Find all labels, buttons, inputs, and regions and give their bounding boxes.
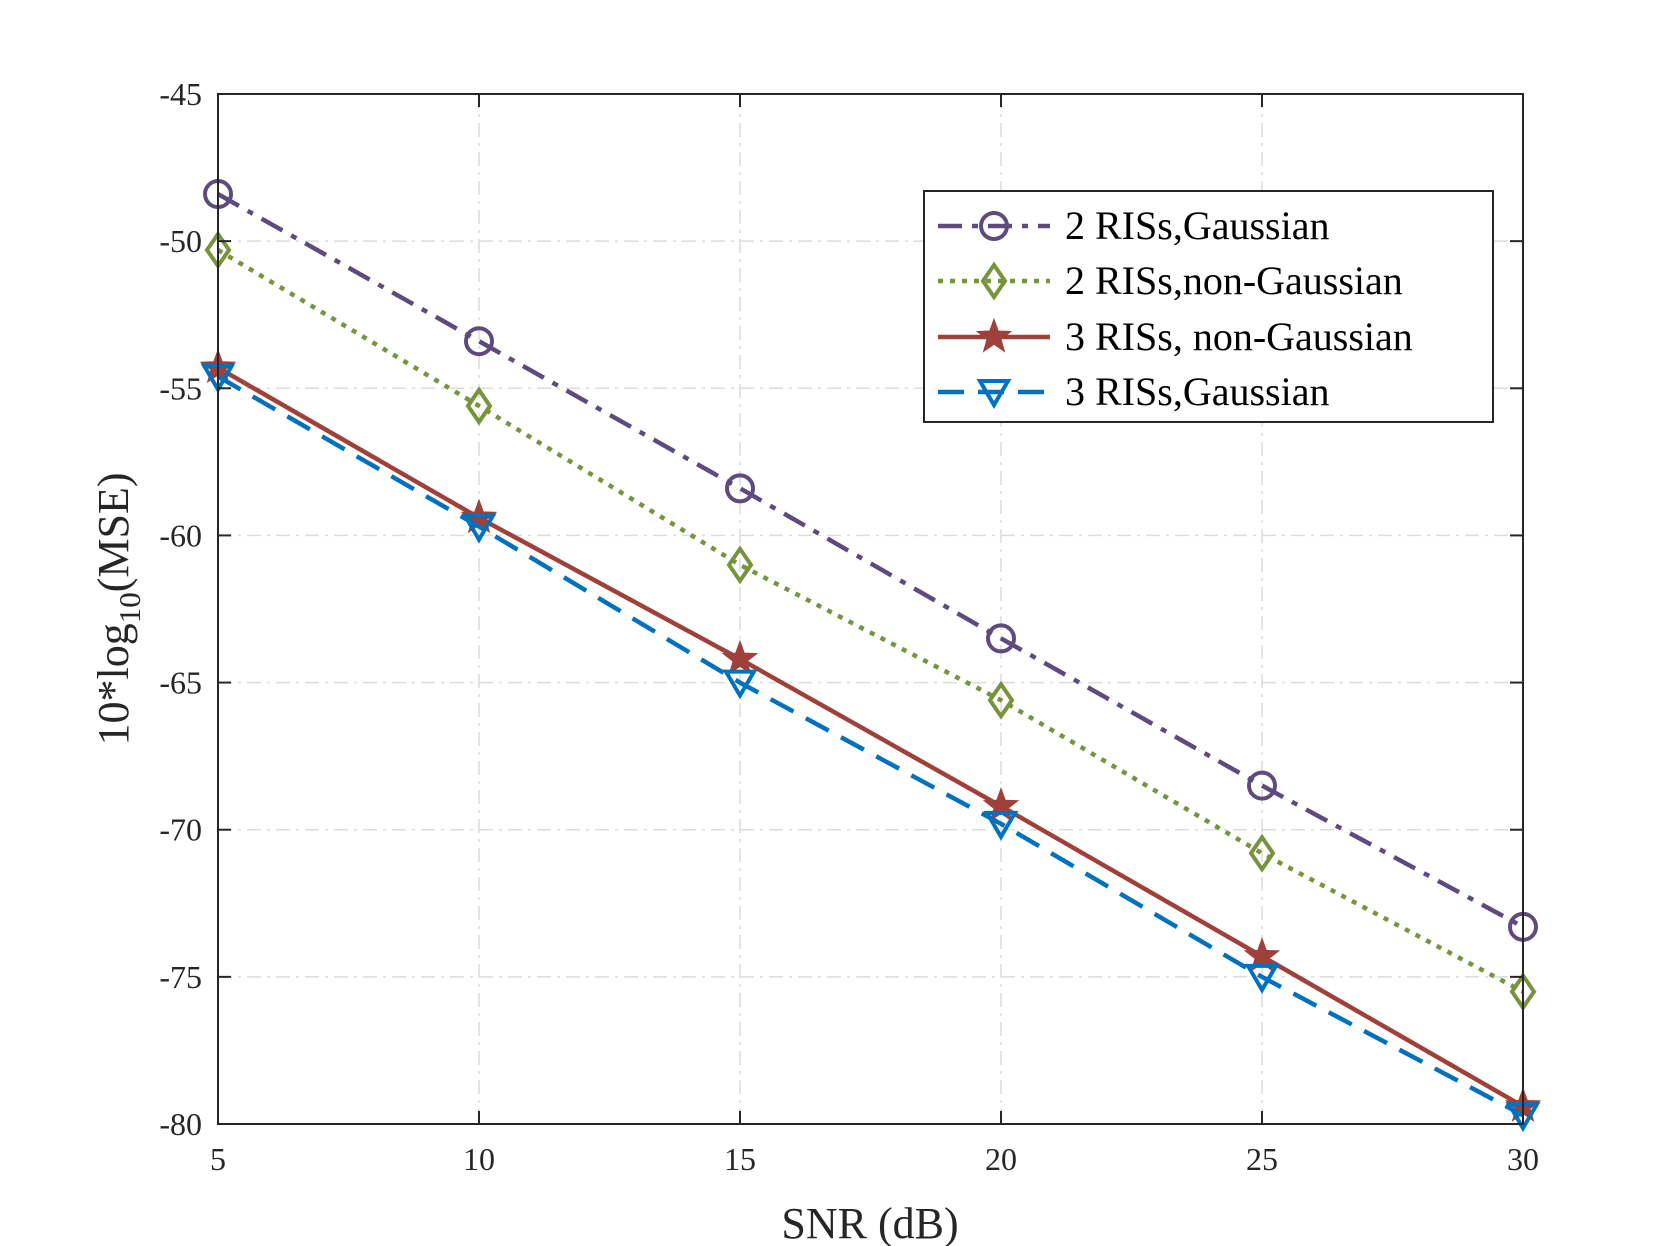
legend-entry-2: 2 RISs,non-Gaussian xyxy=(938,258,1403,303)
y-axis-label-prefix: 10*log xyxy=(89,623,138,745)
axis-ticks: 5 10 15 20 25 30 -45 -50 -55 -60 -65 -70 -75 -80 xyxy=(159,76,1539,1177)
data-point xyxy=(464,326,494,357)
y-tick-label: -55 xyxy=(159,370,202,406)
series-layer xyxy=(199,179,1542,1133)
y-tick-label: -60 xyxy=(159,517,202,553)
data-point xyxy=(722,669,758,700)
y-axis-label: 10*log10(MSE) xyxy=(89,472,147,745)
series-4 xyxy=(200,363,1541,1133)
legend-marker xyxy=(980,261,1008,301)
x-tick-label: 15 xyxy=(724,1141,756,1177)
data-point xyxy=(986,623,1016,654)
data-point xyxy=(461,513,497,544)
y-axis-label-suffix: (MSE) xyxy=(89,472,138,592)
y-axis-label-subscript: 10 xyxy=(112,592,147,623)
data-point xyxy=(987,680,1015,720)
legend-entry-3: 3 RISs, non-Gaussian xyxy=(938,314,1413,359)
y-tick-label: -75 xyxy=(159,959,202,995)
legend-entry-4: 3 RISs,Gaussian xyxy=(938,369,1329,414)
x-tick-label: 25 xyxy=(1246,1141,1278,1177)
data-point xyxy=(1247,770,1277,801)
data-point xyxy=(1248,833,1276,873)
data-point xyxy=(1243,937,1281,972)
legend-marker xyxy=(975,317,1013,353)
data-point xyxy=(721,639,759,675)
x-tick-label: 30 xyxy=(1507,1141,1539,1177)
legend: 2 RISs,Gaussian 2 RISs,non-Gaussian 3 RISs… xyxy=(923,190,1494,423)
y-tick-label: -45 xyxy=(159,76,202,112)
series-line xyxy=(216,374,1525,1118)
data-point xyxy=(725,473,755,504)
legend-marker xyxy=(976,379,1012,409)
x-tick-label: 20 xyxy=(985,1141,1017,1177)
plot-frame xyxy=(217,93,1524,1125)
legend-label: 2 RISs,Gaussian xyxy=(1065,203,1329,248)
x-tick-label: 10 xyxy=(463,1141,495,1177)
y-tick-label: -80 xyxy=(159,1106,202,1142)
legend-label: 3 RISs,Gaussian xyxy=(1065,369,1329,414)
legend-label: 2 RISs,non-Gaussian xyxy=(1065,258,1403,303)
x-tick-label: 5 xyxy=(210,1141,226,1177)
series-2 xyxy=(204,230,1537,1012)
y-tick-label: -50 xyxy=(159,223,202,259)
legend-marker xyxy=(979,211,1009,241)
data-point xyxy=(983,810,1019,841)
series-line xyxy=(216,365,1525,1109)
legend-box xyxy=(923,190,1494,423)
data-point xyxy=(1244,963,1280,994)
x-axis-label: SNR (dB) xyxy=(781,1199,958,1246)
data-point xyxy=(726,545,754,585)
series-line xyxy=(216,248,1525,994)
grid-lines xyxy=(218,94,1523,1124)
legend-label: 3 RISs, non-Gaussian xyxy=(1065,314,1413,359)
y-tick-label: -70 xyxy=(159,812,202,848)
data-point xyxy=(465,386,493,426)
legend-entry-1: 2 RISs,Gaussian xyxy=(938,203,1329,248)
y-tick-label: -65 xyxy=(159,665,202,701)
